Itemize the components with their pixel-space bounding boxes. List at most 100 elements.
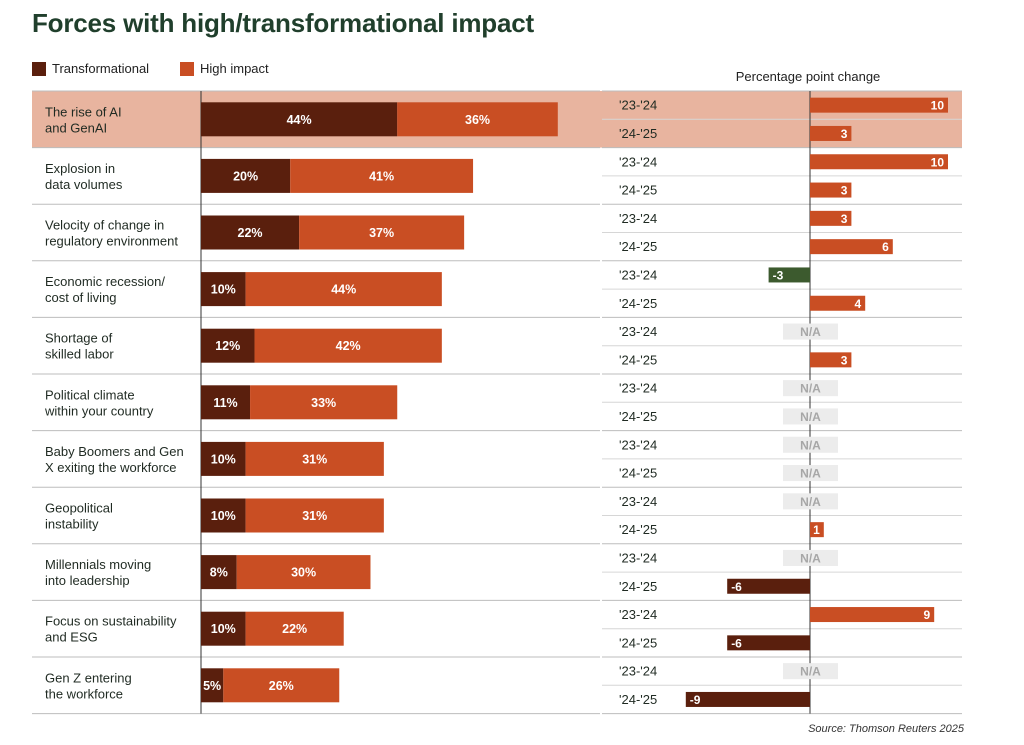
period-label: '23-'24 [619, 324, 657, 339]
bar-label-high-impact: 22% [282, 622, 307, 636]
category-label: Gen Z entering the workforce [45, 670, 132, 701]
na-label: N/A [800, 665, 821, 679]
bar-label-high-impact: 30% [291, 566, 316, 580]
period-label: '24-'25 [619, 466, 657, 481]
period-label: '23-'24 [619, 98, 657, 113]
bar-label-transformational: 10% [211, 509, 236, 523]
bar-high-impact [223, 668, 340, 703]
source-note: Source: Thomson Reuters 2025 [808, 723, 964, 735]
bar-label-high-impact: 33% [311, 396, 336, 410]
bar-label-high-impact: 36% [465, 113, 490, 127]
category-label: Economic recession/cost of living [45, 274, 165, 305]
bar-label-transformational: 22% [238, 226, 263, 240]
bar-transformational [201, 555, 237, 590]
bar-high-impact [245, 441, 384, 476]
period-label: '24-'25 [619, 352, 657, 367]
bar-transformational [201, 215, 300, 250]
na-label: N/A [800, 382, 821, 396]
change-bar-label: 3 [841, 212, 848, 226]
period-label: '23-'24 [619, 437, 657, 452]
bar-high-impact [245, 272, 442, 307]
bar-label-high-impact: 31% [302, 509, 327, 523]
na-box [783, 493, 838, 510]
bar-high-impact [245, 611, 344, 646]
change-bar-label: 3 [841, 127, 848, 141]
change-bar-label: 9 [924, 608, 931, 622]
bar-label-transformational: 8% [210, 566, 228, 580]
category-label: The rise of AI and GenAI [45, 104, 122, 135]
period-label: '23-'24 [619, 381, 657, 396]
bar-label-transformational: 44% [287, 113, 312, 127]
bar-high-impact [290, 158, 474, 193]
na-label: N/A [800, 467, 821, 481]
bar-label-transformational: 11% [213, 396, 237, 410]
change-bar-label: -3 [773, 268, 784, 282]
period-label: '23-'24 [619, 494, 657, 509]
change-bar [727, 578, 810, 594]
change-bar-label: 3 [841, 353, 848, 367]
period-label: '23-'24 [619, 267, 657, 282]
change-bar-label: 3 [841, 184, 848, 198]
change-bar [810, 295, 866, 311]
change-bar-label: 6 [882, 240, 889, 254]
change-bar-label: 4 [855, 297, 862, 311]
bar-label-transformational: 10% [211, 452, 236, 466]
bar-transformational [201, 158, 291, 193]
change-bar-label: 10 [931, 155, 945, 169]
bar-label-high-impact: 44% [331, 283, 356, 297]
change-bar-label: 1 [813, 523, 820, 537]
period-label: '23-'24 [619, 211, 657, 226]
period-label: '24-'25 [619, 126, 657, 141]
change-bar [810, 352, 852, 368]
period-label: '24-'25 [619, 239, 657, 254]
na-box [783, 549, 838, 566]
change-bar [685, 691, 810, 707]
change-bar [727, 635, 810, 651]
na-box [783, 465, 838, 482]
bar-high-impact [236, 555, 371, 590]
legend-label-transformational: Transformational [52, 61, 150, 76]
bar-transformational [201, 328, 255, 363]
period-label: '23-'24 [619, 607, 657, 622]
bar-transformational [201, 385, 251, 420]
bar-high-impact [254, 328, 442, 363]
category-label: Geopolitical instability [45, 501, 113, 532]
bar-label-high-impact: 26% [269, 679, 294, 693]
bar-label-high-impact: 41% [369, 169, 394, 183]
bar-high-impact [299, 215, 465, 250]
bar-high-impact [250, 385, 398, 420]
change-bar [810, 125, 852, 141]
bar-label-transformational: 10% [211, 283, 236, 297]
change-bar [810, 522, 824, 538]
period-label: '23-'24 [619, 550, 657, 565]
bar-transformational [201, 272, 246, 307]
period-label: '24-'25 [619, 296, 657, 311]
change-bar [810, 210, 852, 226]
bar-label-high-impact: 37% [369, 226, 394, 240]
period-label: '24-'25 [619, 522, 657, 537]
category-label: Millennials moving into leadership [45, 557, 151, 588]
bar-transformational [201, 611, 246, 646]
na-label: N/A [800, 438, 821, 452]
change-bar [810, 607, 935, 623]
na-label: N/A [800, 410, 821, 424]
period-label: '24-'25 [619, 183, 657, 198]
bar-transformational [201, 102, 398, 137]
category-label: Political climate within your country [44, 387, 154, 418]
na-box [783, 408, 838, 425]
change-bar [768, 267, 810, 283]
legend-swatch-transformational [32, 62, 46, 76]
category-label: Explosion in data volumes [45, 161, 123, 192]
period-label: '23-'24 [619, 664, 657, 679]
change-bar-label: -9 [690, 693, 701, 707]
category-label: Velocity of change in regulatory environm… [45, 218, 178, 249]
bar-high-impact [397, 102, 558, 137]
bar-label-high-impact: 31% [302, 452, 327, 466]
na-label: N/A [800, 325, 821, 339]
category-label: Focus on sustainability and ESG [45, 614, 177, 645]
bar-transformational [201, 441, 246, 476]
bar-transformational [201, 668, 224, 703]
period-label: '24-'25 [619, 635, 657, 650]
period-label: '24-'25 [619, 409, 657, 424]
